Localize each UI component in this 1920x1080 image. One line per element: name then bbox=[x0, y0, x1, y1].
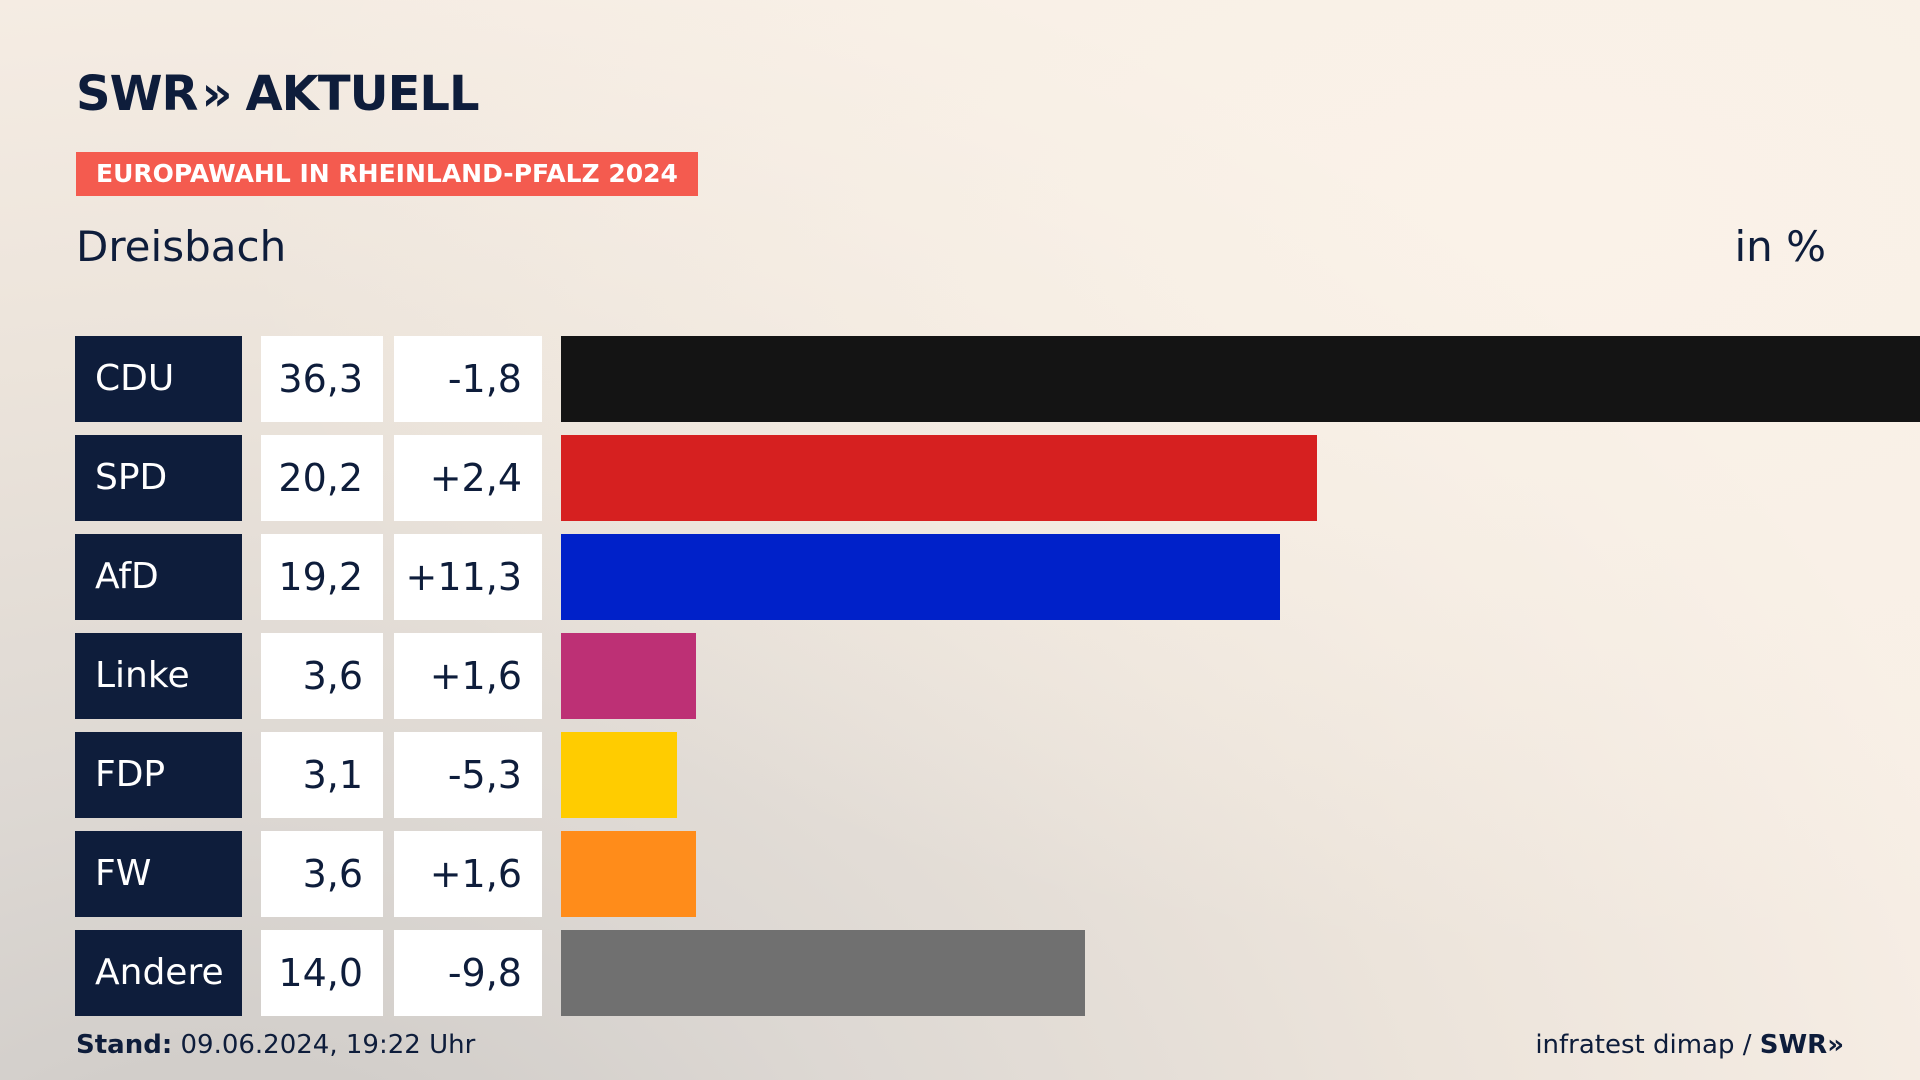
party-label: FW bbox=[75, 831, 242, 917]
bar-fw bbox=[561, 831, 696, 917]
logo-aktuell-text: AKTUELL bbox=[245, 66, 480, 122]
vote-share-label: 3,6 bbox=[261, 633, 383, 719]
bar-afd bbox=[561, 534, 1280, 620]
vote-share-label: 36,3 bbox=[261, 336, 383, 422]
source-credit: infratest dimap / SWR» bbox=[1535, 1030, 1844, 1060]
party-label: SPD bbox=[75, 435, 242, 521]
party-label: Linke bbox=[75, 633, 242, 719]
change-label: -5,3 bbox=[394, 732, 542, 818]
bar-linke bbox=[561, 633, 696, 719]
party-label: Andere bbox=[75, 930, 242, 1016]
change-label: -9,8 bbox=[394, 930, 542, 1016]
bar-cdu bbox=[561, 336, 1920, 422]
change-label: -1,8 bbox=[394, 336, 542, 422]
source-swr-logo: SWR bbox=[1759, 1030, 1828, 1060]
vote-share-label: 14,0 bbox=[261, 930, 383, 1016]
logo-swr-text: SWR bbox=[76, 66, 198, 122]
party-label: CDU bbox=[75, 336, 242, 422]
timestamp: Stand: 09.06.2024, 19:22 Uhr bbox=[76, 1030, 475, 1060]
party-label: AfD bbox=[75, 534, 242, 620]
source-chevron-icon: » bbox=[1827, 1030, 1844, 1060]
change-label: +11,3 bbox=[394, 534, 542, 620]
bar-andere bbox=[561, 930, 1085, 1016]
bar-fdp bbox=[561, 732, 677, 818]
unit-label: in % bbox=[1734, 222, 1826, 271]
double-chevron-icon: » bbox=[201, 66, 232, 122]
location-title: Dreisbach bbox=[76, 222, 287, 271]
change-label: +1,6 bbox=[394, 831, 542, 917]
vote-share-label: 3,1 bbox=[261, 732, 383, 818]
vote-share-label: 19,2 bbox=[261, 534, 383, 620]
vote-share-label: 3,6 bbox=[261, 831, 383, 917]
change-label: +2,4 bbox=[394, 435, 542, 521]
swr-aktuell-logo: SWR » AKTUELL bbox=[76, 66, 480, 122]
party-label: FDP bbox=[75, 732, 242, 818]
change-label: +1,6 bbox=[394, 633, 542, 719]
source-text: infratest dimap / bbox=[1535, 1030, 1760, 1060]
bar-spd bbox=[561, 435, 1317, 521]
election-banner: EUROPAWAHL IN RHEINLAND-PFALZ 2024 bbox=[76, 152, 698, 196]
vote-share-label: 20,2 bbox=[261, 435, 383, 521]
stand-label: Stand: bbox=[76, 1030, 173, 1060]
stand-value: 09.06.2024, 19:22 Uhr bbox=[172, 1030, 476, 1060]
